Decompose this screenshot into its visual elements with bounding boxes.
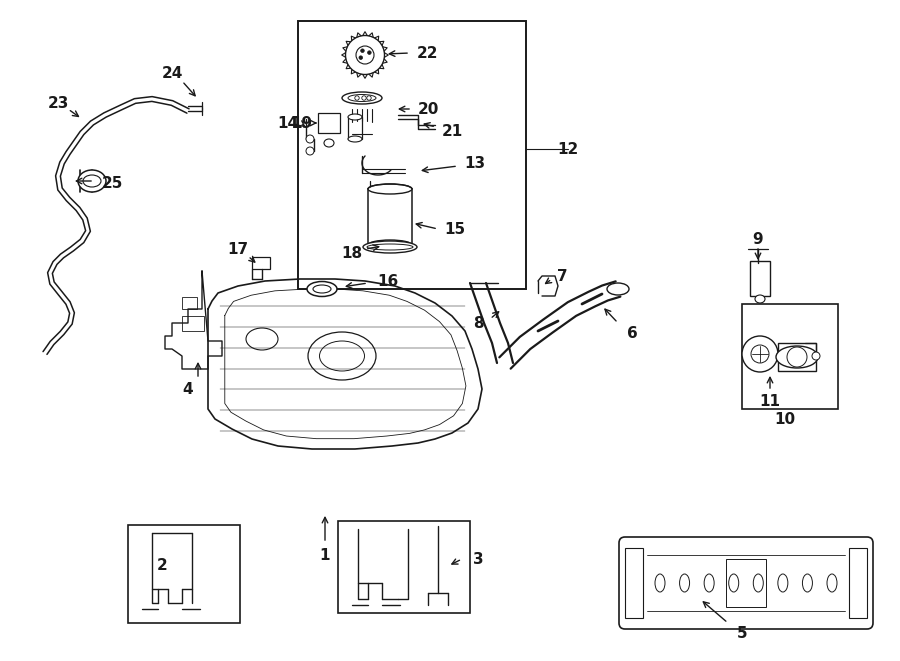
Text: 16: 16 — [377, 274, 399, 288]
Circle shape — [362, 96, 366, 100]
Text: 6: 6 — [626, 325, 637, 340]
Bar — [750, 261, 770, 296]
Circle shape — [359, 56, 363, 59]
Text: 13: 13 — [464, 155, 486, 171]
Ellipse shape — [704, 574, 714, 592]
Ellipse shape — [348, 114, 362, 120]
Ellipse shape — [348, 95, 376, 102]
Circle shape — [787, 347, 807, 367]
Bar — [742, 304, 838, 409]
Ellipse shape — [367, 244, 413, 250]
Circle shape — [361, 49, 365, 52]
Circle shape — [367, 51, 371, 54]
Text: 21: 21 — [441, 124, 463, 139]
Ellipse shape — [78, 170, 106, 192]
Text: 18: 18 — [341, 245, 363, 260]
Ellipse shape — [607, 283, 629, 295]
Ellipse shape — [655, 574, 665, 592]
Ellipse shape — [680, 574, 689, 592]
Text: 5: 5 — [737, 625, 747, 641]
Circle shape — [355, 96, 359, 100]
Ellipse shape — [308, 332, 376, 380]
Ellipse shape — [348, 136, 362, 142]
Ellipse shape — [313, 285, 331, 293]
Text: 7: 7 — [557, 268, 567, 284]
Bar — [252, 257, 270, 269]
Circle shape — [356, 46, 374, 64]
Bar — [298, 21, 526, 289]
Text: 4: 4 — [183, 381, 194, 397]
Bar — [338, 521, 470, 613]
Text: 12: 12 — [557, 141, 579, 157]
Ellipse shape — [729, 574, 739, 592]
Ellipse shape — [363, 241, 417, 253]
Circle shape — [367, 96, 371, 100]
Ellipse shape — [803, 574, 813, 592]
Bar — [625, 548, 643, 618]
Text: 25: 25 — [102, 176, 122, 190]
Bar — [182, 297, 197, 309]
Text: 8: 8 — [472, 315, 483, 330]
Ellipse shape — [342, 92, 382, 104]
Ellipse shape — [753, 574, 763, 592]
Circle shape — [751, 345, 769, 363]
Text: 2: 2 — [157, 559, 167, 574]
Text: 17: 17 — [228, 241, 248, 256]
Text: 3: 3 — [472, 551, 483, 566]
Ellipse shape — [307, 282, 337, 297]
Circle shape — [812, 352, 820, 360]
Circle shape — [306, 147, 314, 155]
Ellipse shape — [83, 175, 101, 187]
FancyBboxPatch shape — [619, 537, 873, 629]
Ellipse shape — [246, 328, 278, 350]
Text: 19: 19 — [292, 116, 312, 130]
Text: 20: 20 — [418, 102, 438, 116]
Ellipse shape — [320, 341, 365, 371]
Text: 14: 14 — [277, 116, 299, 130]
Ellipse shape — [368, 240, 412, 250]
Bar — [849, 548, 867, 618]
Text: 24: 24 — [161, 65, 183, 81]
Ellipse shape — [368, 184, 412, 194]
Ellipse shape — [324, 139, 334, 147]
Text: 1: 1 — [320, 549, 330, 563]
Ellipse shape — [827, 574, 837, 592]
Ellipse shape — [776, 346, 818, 368]
Ellipse shape — [755, 295, 765, 303]
Circle shape — [306, 135, 314, 143]
Bar — [182, 316, 204, 331]
Text: 22: 22 — [418, 46, 439, 61]
Bar — [368, 189, 412, 245]
Circle shape — [346, 36, 384, 75]
Text: 9: 9 — [752, 231, 763, 247]
Bar — [318, 113, 340, 133]
Text: 23: 23 — [48, 95, 68, 110]
Bar — [726, 559, 766, 607]
Bar — [128, 525, 240, 623]
Ellipse shape — [778, 574, 788, 592]
Text: 10: 10 — [774, 412, 796, 426]
Text: 11: 11 — [760, 393, 780, 408]
Bar — [778, 343, 816, 371]
Bar — [348, 117, 362, 139]
Text: 15: 15 — [445, 221, 465, 237]
Circle shape — [742, 336, 778, 372]
